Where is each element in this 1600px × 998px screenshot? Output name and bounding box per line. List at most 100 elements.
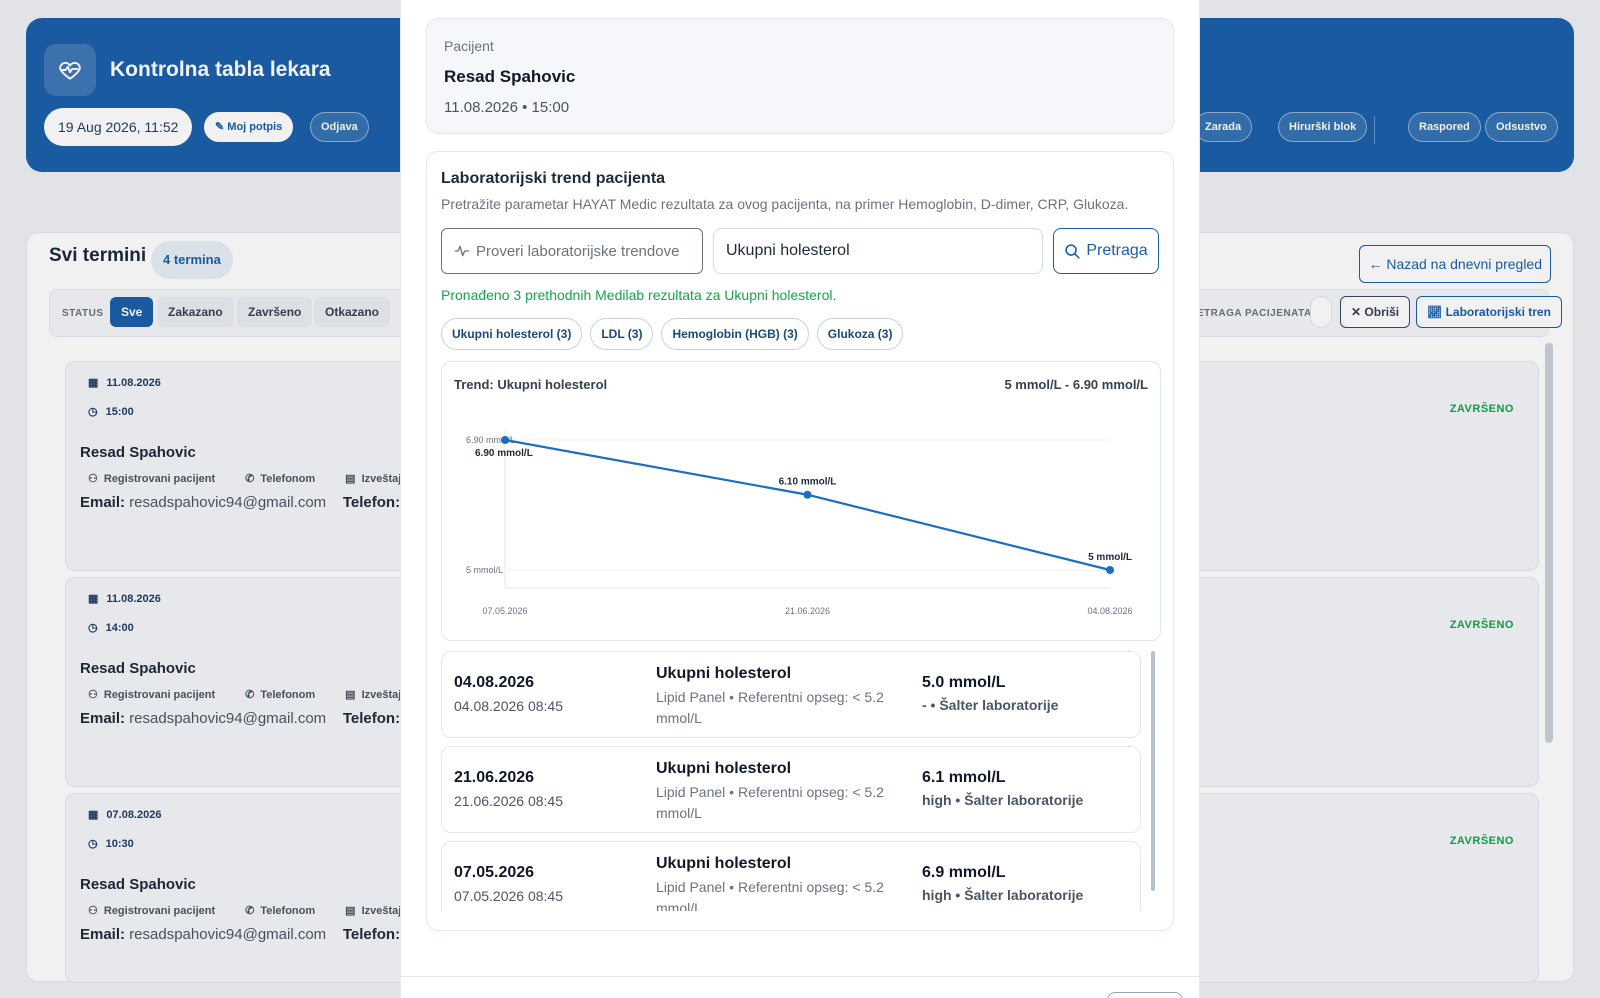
- check-lab-trends-button[interactable]: Proveri laboratorijske trendove: [441, 228, 703, 274]
- phone-prefix: Telefon:: [342, 494, 401, 511]
- report-tag-label: Izveštaj: [361, 688, 402, 701]
- clock-icon: ◷: [88, 622, 98, 634]
- phone-icon: ✆: [245, 905, 255, 917]
- status-badge: ZAVRŠENO: [1449, 835, 1514, 847]
- result-test-description: Lipid Panel • Referentni opseg: < 5.2 mm…: [656, 689, 884, 726]
- search-result-message: Pronađeno 3 prethodnih Medilab rezultata…: [441, 287, 837, 303]
- lab-trend-title: Laboratorijski trend pacijenta: [441, 170, 666, 187]
- user-icon: ⚇: [88, 905, 98, 917]
- appointment-time: 10:30: [105, 837, 134, 850]
- registered-patient-label: Registrovani pacijent: [103, 904, 216, 917]
- parameter-chips: Ukupni holesterol (3) LDL (3) Hemoglobin…: [441, 318, 904, 350]
- report-tag-label: Izveštaj: [361, 472, 402, 485]
- modal-close-button[interactable]: [1107, 992, 1183, 998]
- data-point: [501, 436, 509, 444]
- patient-search-input[interactable]: [1310, 296, 1332, 328]
- result-row[interactable]: 07.05.2026 07.05.2026 08:45 Ukupni holes…: [441, 841, 1141, 911]
- filter-zakazano[interactable]: Zakazano: [157, 297, 234, 327]
- report-tag: ▤ Izveštaj: [345, 688, 402, 702]
- nav-odsustvo[interactable]: Odsustvo: [1485, 112, 1558, 142]
- data-point: [1106, 566, 1114, 574]
- result-row[interactable]: 04.08.2026 04.08.2026 08:45 Ukupni holes…: [441, 651, 1141, 738]
- report-tag-label: Izveštaj: [361, 904, 402, 917]
- phone-tag: ✆ Telefonom: [245, 688, 315, 702]
- phone-prefix: Telefon:: [342, 926, 401, 943]
- appointment-time: 15:00: [105, 405, 134, 418]
- result-datetime: 04.08.2026 08:45: [454, 698, 563, 714]
- lab-search-label: Pretraga: [1086, 242, 1148, 259]
- appointment-date: 11.08.2026: [106, 592, 161, 605]
- phone-tag-label: Telefonom: [260, 904, 316, 917]
- user-icon: ⚇: [88, 473, 98, 485]
- my-signature-button[interactable]: ✎ Moj potpis: [204, 112, 294, 142]
- logout-button[interactable]: Odjava: [310, 112, 369, 142]
- data-label: 5 mmol/L: [1088, 552, 1132, 563]
- filter-otkazano[interactable]: Otkazano: [314, 297, 391, 327]
- back-to-daily-button[interactable]: ← Nazad na dnevni pregled: [1359, 245, 1551, 283]
- result-row[interactable]: 21.06.2026 21.06.2026 08:45 Ukupni holes…: [441, 746, 1141, 833]
- result-datetime: 21.06.2026 08:45: [454, 793, 563, 809]
- result-datetime: 07.05.2026 08:45: [454, 888, 563, 904]
- close-icon: ✕: [1351, 305, 1362, 319]
- registered-patient-tag: ⚇ Registrovani pacijent: [88, 472, 216, 486]
- pen-icon: ✎: [215, 121, 225, 133]
- data-label: 6.10 mmol/L: [779, 477, 837, 488]
- trend-chart-svg: 6.90 mmol/L 5 mmol/L 6.90 mmol/L 07.05.2026…: [466, 430, 1133, 616]
- patient-name: Resad Spahovic: [444, 67, 576, 86]
- appointments-count-badge: 4 termina: [151, 241, 233, 279]
- arrow-left-icon: ←: [1368, 256, 1383, 272]
- calendar-icon: ▦: [88, 809, 99, 821]
- search-icon: [1065, 243, 1080, 259]
- datetime-pill: 19 Aug 2026, 11:52: [44, 108, 193, 146]
- phone-tag-label: Telefonom: [260, 472, 316, 485]
- result-date: 04.08.2026: [454, 674, 535, 691]
- check-lab-trends-label: Proveri laboratorijske trendove: [476, 242, 680, 260]
- calendar-icon: ▦: [88, 377, 99, 389]
- filter-zavrseno[interactable]: Završeno: [237, 297, 313, 327]
- nav-zarada[interactable]: Zarada: [1194, 112, 1253, 142]
- phone-tag: ✆ Telefonom: [245, 472, 316, 486]
- results-scrollbar[interactable]: [1151, 651, 1155, 891]
- registered-patient-tag: ⚇ Registrovani pacijent: [88, 904, 216, 918]
- chip-ldl[interactable]: LDL (3): [590, 318, 654, 350]
- phone-icon: ✆: [245, 689, 255, 701]
- nav-raspored[interactable]: Raspored: [1408, 112, 1481, 142]
- appointment-patient-name: Resad Spahovic: [80, 444, 196, 461]
- series-line: [504, 438, 1111, 572]
- lab-trend-modal: Pacijent Resad Spahovic 11.08.2026 • 15:…: [401, 0, 1199, 998]
- result-status: high • Šalter laboratorije: [922, 887, 1084, 903]
- result-test-name: Ukupni holesterol: [656, 665, 792, 682]
- lab-trends-button[interactable]: 📈︎ Laboratorijski tren: [1416, 296, 1562, 328]
- clear-filter-button[interactable]: ✕ Obriši: [1340, 296, 1411, 328]
- modal-footer-divider: [401, 976, 1199, 977]
- appointment-patient-name: Resad Spahovic: [80, 660, 196, 677]
- clock-icon: ◷: [88, 406, 98, 418]
- result-test-name: Ukupni holesterol: [656, 760, 792, 777]
- y-tick-label: 5 mmol/L: [466, 565, 503, 575]
- appointment-date: 07.08.2026: [106, 808, 162, 821]
- lab-parameter-search-input[interactable]: [713, 228, 1043, 274]
- appointments-scrollbar[interactable]: [1545, 343, 1553, 743]
- nav-divider: [1374, 116, 1375, 144]
- clock-icon: ◷: [88, 838, 98, 850]
- nav-hirurski-blok[interactable]: Hirurški blok: [1278, 112, 1368, 142]
- registered-patient-label: Registrovani pacijent: [103, 472, 216, 485]
- result-status: high • Šalter laboratorije: [922, 792, 1084, 808]
- status-badge: ZAVRŠENO: [1449, 619, 1514, 631]
- trend-chart: Trend: Ukupni holesterol 5 mmol/L - 6.90…: [441, 361, 1161, 641]
- chip-glukoza[interactable]: Glukoza (3): [816, 318, 904, 350]
- chip-ukupni-holesterol[interactable]: Ukupni holesterol (3): [441, 318, 583, 350]
- lab-search-button[interactable]: Pretraga: [1053, 228, 1159, 274]
- phone-icon: ✆: [245, 473, 255, 485]
- appointment-contact: Email: resadspahovic94@gmail.com Telefon…: [80, 494, 413, 511]
- report-icon: ▤: [345, 689, 356, 701]
- y-tick-label: 6.90 mmol/L: [466, 435, 516, 445]
- phone-prefix: Telefon:: [342, 710, 401, 727]
- email-prefix: Email:: [80, 494, 126, 511]
- filter-sve[interactable]: Sve: [110, 297, 154, 327]
- patient-label: Pacijent: [444, 38, 494, 54]
- report-tag: ▤ Izveštaj: [345, 904, 402, 918]
- chart-line-icon: 📈︎: [1427, 305, 1443, 319]
- chip-hemoglobin[interactable]: Hemoglobin (HGB) (3): [661, 318, 809, 350]
- clear-filter-label: Obriši: [1364, 305, 1400, 319]
